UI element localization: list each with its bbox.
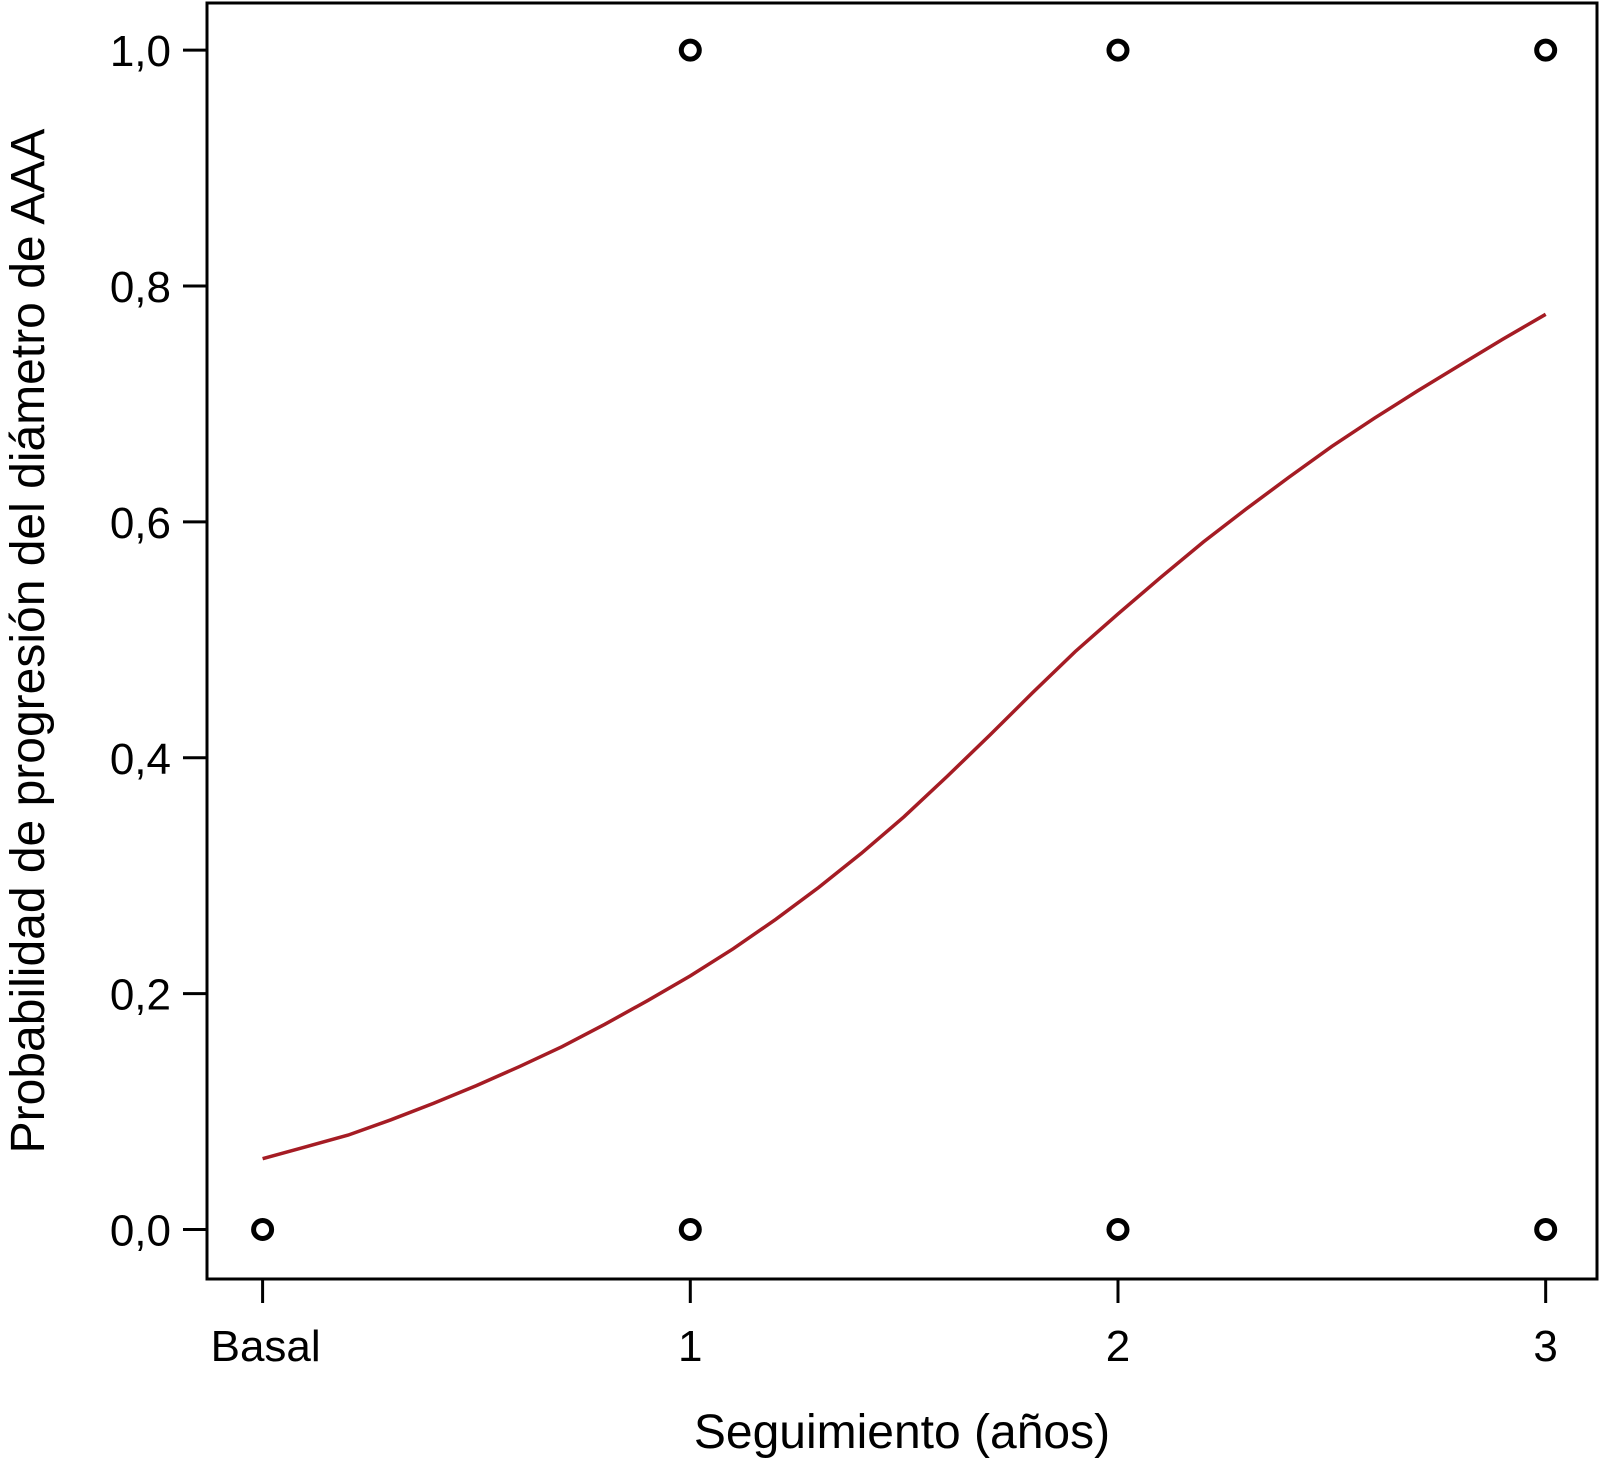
x-axis: Basal 1 2 3: [211, 1279, 1558, 1371]
y-tick-label-5: 1,0: [110, 27, 171, 76]
x-tick-label-0: Basal: [211, 1322, 321, 1371]
y-tick-label-0: 0,0: [110, 1206, 171, 1255]
data-point-1: [678, 1217, 702, 1241]
probability-curve: [262, 312, 1547, 1161]
plot-frame: [205, 1, 1599, 1281]
y-axis: 0,0 0,2 0,4 0,6 0,8 1,0: [110, 27, 207, 1255]
x-tick-label-2: 2: [1106, 1322, 1130, 1371]
data-point-0: [251, 1217, 275, 1241]
x-tick-label-1: 1: [678, 1322, 702, 1371]
y-tick-label-3: 0,6: [110, 499, 171, 548]
data-point-6: [1534, 38, 1558, 62]
y-axis-title: Probabilidad de progresión del diámetro …: [2, 129, 55, 1154]
y-tick-label-1: 0,2: [110, 971, 171, 1020]
y-tick-label-2: 0,4: [110, 735, 171, 784]
data-point-2: [1106, 1217, 1130, 1241]
x-tick-label-3: 3: [1533, 1322, 1557, 1371]
data-point-3: [1534, 1217, 1558, 1241]
data-point-5: [1106, 38, 1130, 62]
y-tick-label-4: 0,8: [110, 263, 171, 312]
x-axis-title: Seguimiento (años): [694, 1406, 1110, 1459]
data-point-4: [678, 38, 702, 62]
data-points: [251, 38, 1558, 1241]
